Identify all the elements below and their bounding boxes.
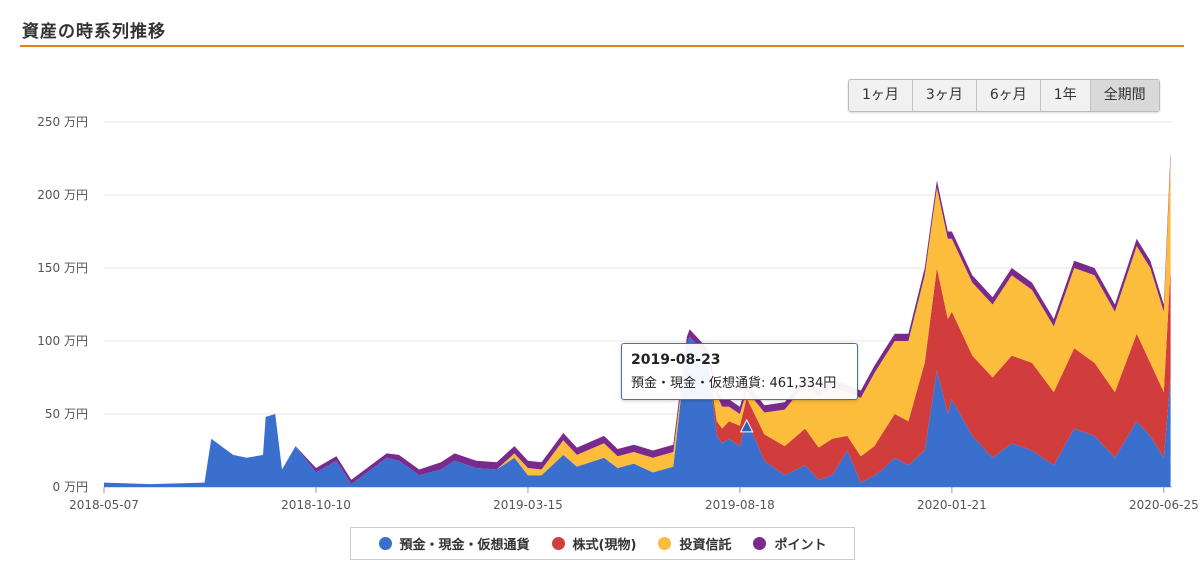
legend-item-stocks[interactable]: 株式(現物) <box>551 534 637 553</box>
legend-label-points: ポイント <box>774 538 827 553</box>
legend-label-cash: 預金・現金・仮想通貨 <box>399 538 530 553</box>
y-tick-label: 150 万円 <box>37 261 88 275</box>
legend-dot-funds-icon <box>658 537 672 550</box>
legend-label-funds: 投資信託 <box>679 538 732 553</box>
y-tick-label: 100 万円 <box>37 334 88 348</box>
range-1-month-button[interactable]: 1ヶ月 <box>849 80 913 111</box>
legend-item-cash[interactable]: 預金・現金・仮想通貨 <box>378 534 530 553</box>
y-tick-label: 0 万円 <box>53 480 88 494</box>
x-tick-label: 2020-06-25 <box>1129 498 1199 512</box>
area-cash <box>104 336 1171 487</box>
y-tick-label: 250 万円 <box>37 115 88 129</box>
page-title: 資産の時系列推移 <box>22 22 166 42</box>
area-stocks <box>104 268 1171 485</box>
legend-dot-stocks-icon <box>551 537 565 550</box>
tooltip-value: 預金・現金・仮想通貨: 461,334円 <box>631 376 837 391</box>
title-underline <box>20 45 1184 47</box>
legend-dot-points-icon <box>753 537 767 550</box>
legend-item-points[interactable]: ポイント <box>753 534 826 553</box>
range-selector: 1ヶ月 3ヶ月 6ヶ月 1年 全期間 <box>848 79 1160 112</box>
y-tick-label: 200 万円 <box>37 188 88 202</box>
tooltip-date: 2019-08-23 <box>631 352 721 368</box>
x-tick-label: 2018-05-07 <box>69 498 139 512</box>
range-all-button[interactable]: 全期間 <box>1090 80 1159 111</box>
x-tick-label: 2020-01-21 <box>917 498 987 512</box>
area-funds <box>104 158 1171 485</box>
chart-tooltip: 2019-08-23 預金・現金・仮想通貨: 461,334円 <box>621 343 858 400</box>
x-tick-label: 2019-08-18 <box>705 498 775 512</box>
chart-legend: 預金・現金・仮想通貨 株式(現物) 投資信託 ポイント <box>350 527 855 560</box>
legend-dot-cash-icon <box>378 537 392 550</box>
hover-marker <box>739 418 754 433</box>
x-tick-label: 2019-03-15 <box>493 498 563 512</box>
range-6-months-button[interactable]: 6ヶ月 <box>977 80 1041 111</box>
y-tick-label: 50 万円 <box>45 407 88 421</box>
range-3-months-button[interactable]: 3ヶ月 <box>913 80 977 111</box>
x-tick-label: 2018-10-10 <box>281 498 351 512</box>
legend-item-funds[interactable]: 投資信託 <box>658 534 731 553</box>
legend-label-stocks: 株式(現物) <box>572 538 637 553</box>
range-1-year-button[interactable]: 1年 <box>1041 80 1091 111</box>
